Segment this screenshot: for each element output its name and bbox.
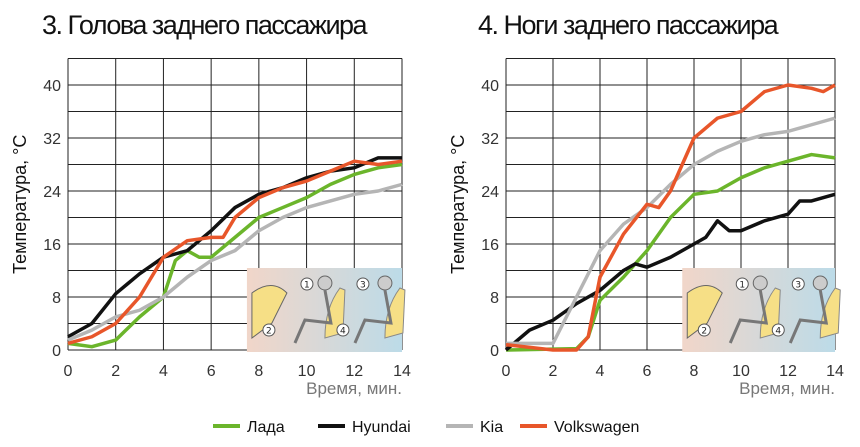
sensor-number: 1 (739, 281, 745, 291)
y-tick-label: 8 (52, 290, 61, 307)
sensor-number: 1 (304, 281, 310, 291)
passenger-body-rear (353, 289, 393, 344)
y-tick-label: 32 (481, 131, 499, 148)
chart-title-right: 4. Ноги заднего пассажира (478, 10, 779, 40)
sensor-number: 3 (360, 281, 366, 291)
y-tick-label: 8 (490, 290, 499, 307)
x-tick-label: 2 (111, 363, 120, 380)
series-line-Kia (506, 116, 836, 346)
y-tick-label: 24 (43, 184, 61, 201)
x-tick-label: 14 (393, 363, 411, 380)
sensor-marker (336, 323, 350, 337)
x-tick-label: 4 (596, 363, 605, 380)
y-tick-label: 32 (43, 131, 61, 148)
legend-label: Kia (480, 419, 503, 436)
sensor-marker (356, 277, 370, 291)
sensor-number: 2 (701, 327, 707, 337)
passenger-body-rear (788, 289, 829, 344)
sensor-marker (300, 277, 314, 291)
y-tick-label: 16 (481, 237, 499, 254)
seat-rear (819, 287, 841, 339)
sensor-number: 2 (266, 327, 272, 337)
x-tick-label: 4 (159, 363, 168, 380)
x-tick-label: 8 (254, 363, 263, 380)
sensor-number: 3 (795, 281, 801, 291)
dashboard-shape (686, 285, 723, 339)
y-axis-label: Температура, °С (448, 135, 468, 274)
y-tick-label: 0 (490, 343, 499, 360)
legend-label: Лада (247, 419, 285, 436)
x-tick-label: 10 (732, 363, 750, 380)
y-tick-label: 40 (481, 78, 499, 95)
sensor-number: 4 (340, 327, 346, 337)
sensor-marker (771, 323, 785, 337)
passenger-head-rear (812, 275, 828, 291)
x-tick-label: 6 (207, 363, 216, 380)
x-tick-label: 8 (690, 363, 699, 380)
y-tick-label: 16 (43, 237, 61, 254)
passenger-body-front (293, 289, 333, 344)
x-tick-label: 10 (298, 363, 316, 380)
x-axis-label: Время, мин. (306, 379, 402, 398)
y-tick-label: 0 (52, 343, 61, 360)
sensor-marker (262, 323, 276, 337)
x-tick-label: 2 (549, 363, 558, 380)
series-line-Hyundai (504, 192, 836, 352)
seat-rear (384, 287, 406, 339)
y-axis-label: Температура, °С (10, 135, 30, 274)
x-tick-label: 0 (502, 363, 511, 380)
legend-label: Volkswagen (554, 419, 639, 436)
legend-label: Hyundai (352, 419, 411, 436)
sensor-marker (735, 277, 749, 291)
x-tick-label: 6 (643, 363, 652, 380)
x-tick-label: 12 (779, 363, 797, 380)
series-line-Volkswagen (505, 83, 836, 352)
sensor-marker (697, 323, 711, 337)
x-axis-label: Время, мин. (739, 379, 835, 398)
y-tick-label: 24 (481, 184, 499, 201)
passenger-body-front (728, 289, 769, 344)
x-tick-label: 0 (64, 363, 73, 380)
sensor-marker (791, 277, 805, 291)
sensor-number: 4 (775, 327, 781, 337)
series-line-Лада (67, 162, 403, 349)
y-tick-label: 40 (43, 78, 61, 95)
series-line-Volkswagen (67, 159, 403, 346)
x-tick-label: 12 (345, 363, 363, 380)
passenger-head-front (752, 275, 768, 291)
series-line-Hyundai (67, 156, 402, 339)
passenger-head-front (317, 275, 333, 291)
chart-title-left: 3. Голова заднего пассажира (42, 10, 368, 40)
passenger-head-rear (377, 275, 393, 291)
dashboard-shape (251, 285, 288, 339)
x-tick-label: 14 (826, 363, 844, 380)
